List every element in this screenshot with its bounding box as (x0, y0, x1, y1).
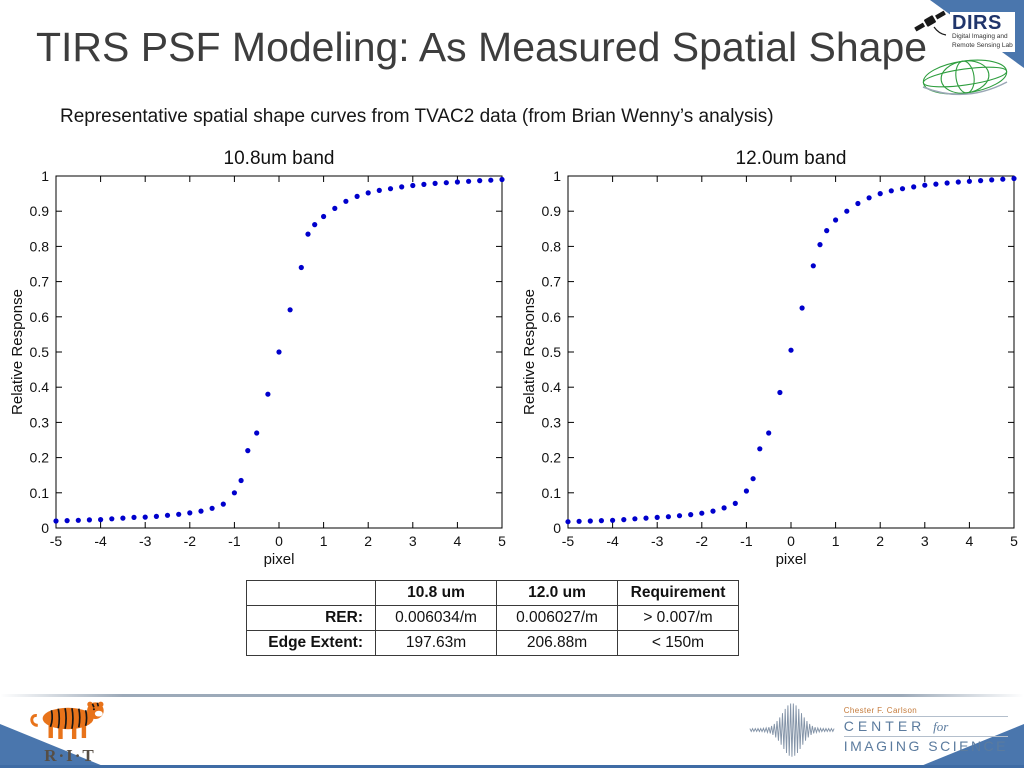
row-label-rer: RER: (246, 605, 376, 631)
x-tick-label: 3 (409, 533, 417, 549)
y-axis-label: Relative Response (521, 289, 538, 415)
y-tick-label: 0.2 (30, 450, 50, 466)
x-axis-label: pixel (776, 551, 807, 568)
x-tick-label: -1 (740, 533, 753, 549)
bottom-edge-bar (0, 765, 1024, 768)
table-header-12-0um: 12.0 um (496, 580, 618, 606)
y-tick-label: 0.7 (542, 274, 562, 290)
rit-tiger-icon (30, 701, 104, 739)
x-tick-label: 5 (1010, 533, 1018, 549)
y-tick-label: 0.8 (30, 238, 50, 254)
satellite-icon (914, 10, 947, 36)
x-tick-label: 2 (364, 533, 372, 549)
cis-center-word: CENTER (843, 718, 926, 734)
y-tick-label: 0.6 (542, 309, 562, 325)
x-tick-label: -4 (606, 533, 619, 549)
y-tick-label: 1 (553, 168, 561, 184)
table-corner-cell (246, 580, 376, 606)
rit-wordmark: R·I·T (44, 746, 96, 765)
y-tick-label: 0 (41, 520, 49, 536)
rer-requirement: > 0.007/m (617, 605, 739, 631)
y-tick-label: 0.5 (30, 344, 50, 360)
y-tick-label: 0.6 (30, 309, 50, 325)
dirs-subtitle-line2: Remote Sensing Lab (952, 41, 1013, 49)
edge-extent-value-12-0um: 206.88m (496, 630, 618, 656)
y-axis-label: Relative Response (9, 289, 26, 415)
cis-carlson-label: Chester F. Carlson (843, 706, 918, 715)
rit-logo: R·I·T (24, 696, 116, 766)
slide-subtitle: Representative spatial shape curves from… (60, 106, 774, 127)
y-tick-label: 0.1 (30, 485, 50, 501)
y-tick-label: 0.9 (30, 203, 50, 219)
y-tick-label: 1 (41, 168, 49, 184)
cis-logo: Chester F. Carlson CENTER for IMAGING SC… (745, 700, 1008, 760)
x-tick-label: 0 (275, 533, 283, 549)
data-points (53, 176, 505, 524)
x-tick-label: -2 (184, 533, 197, 549)
chart-title: 10.8um band (224, 148, 335, 169)
dirs-subtitle-line1: Digital Imaging and (952, 33, 1008, 40)
dirs-wordmark: DIRS (952, 12, 1002, 34)
x-tick-label: 3 (921, 533, 929, 549)
table-row-edge-extent: Edge Extent: 197.63m 206.88m < 150m (246, 630, 739, 656)
chart-svg: 12.0um band -5 -4 -3 -2 -1 0 1 2 3 4 5 0 0.1 0.2 0.3 0.4… (521, 148, 1018, 568)
cis-text-block: Chester F. Carlson CENTER for IMAGING SC… (843, 706, 1008, 754)
y-tick-label: 0.5 (542, 344, 562, 360)
y-tick-label: 0.8 (542, 238, 562, 254)
rer-value-12-0um: 0.006027/m (496, 605, 618, 631)
edge-extent-requirement: < 150m (617, 630, 739, 656)
table-header-requirement: Requirement (617, 580, 739, 606)
chart-title: 12.0um band (736, 148, 847, 169)
x-tick-label: -4 (94, 533, 107, 549)
x-tick-label: -3 (651, 533, 664, 549)
cis-imaging-science-label: IMAGING SCIENCE (843, 738, 1008, 754)
y-tick-label: 0.2 (542, 450, 562, 466)
data-points (565, 175, 1017, 525)
x-tick-label: 1 (320, 533, 328, 549)
x-tick-label: 4 (454, 533, 462, 549)
cis-for-word: for (933, 719, 949, 734)
footer-divider-line (0, 694, 1024, 697)
results-table: 10.8 um 12.0 um Requirement RER: 0.00603… (246, 580, 739, 656)
globe-icon (922, 59, 1008, 96)
x-tick-label: 5 (498, 533, 506, 549)
y-tick-label: 0.4 (542, 379, 562, 395)
tick-marks (55, 175, 503, 529)
x-tick-label: -5 (50, 533, 63, 549)
y-tick-label: 0.1 (542, 485, 562, 501)
rer-value-10-8um: 0.006034/m (375, 605, 497, 631)
y-tick-label: 0.3 (542, 414, 562, 430)
cis-center-label: CENTER for (843, 716, 1008, 737)
table-row-rer: RER: 0.006034/m 0.006027/m > 0.007/m (246, 605, 739, 631)
x-tick-label: 2 (876, 533, 884, 549)
y-tick-label: 0.9 (542, 203, 562, 219)
x-tick-label: 0 (787, 533, 795, 549)
edge-extent-value-10-8um: 197.63m (375, 630, 497, 656)
x-tick-label: 1 (832, 533, 840, 549)
slide-title: TIRS PSF Modeling: As Measured Spatial S… (36, 24, 928, 70)
y-tick-label: 0.3 (30, 414, 50, 430)
dirs-logo: DIRS Digital Imaging and Remote Sensing … (912, 8, 1018, 100)
y-tick-label: 0.7 (30, 274, 50, 290)
x-tick-label: -5 (562, 533, 575, 549)
row-label-edge-extent: Edge Extent: (246, 630, 376, 656)
x-axis-label: pixel (264, 551, 295, 568)
chart-svg: 10.8um band -5 -4 -3 -2 -1 0 1 2 3 4 5 0 0.1 0.2 0.3 0.4… (9, 148, 506, 568)
y-tick-label: 0 (553, 520, 561, 536)
x-tick-label: 4 (966, 533, 974, 549)
dirs-wordmark-block: DIRS Digital Imaging and Remote Sensing … (950, 12, 1015, 52)
table-header-10-8um: 10.8 um (375, 580, 497, 606)
y-tick-label: 0.4 (30, 379, 50, 395)
chart-10-8um-band: 10.8um band -5 -4 -3 -2 -1 0 1 2 3 4 5 0 0.1 0.2 0.3 0.4… (8, 146, 508, 576)
chart-12-0um-band: 12.0um band -5 -4 -3 -2 -1 0 1 2 3 4 5 0 0.1 0.2 0.3 0.4… (520, 146, 1020, 576)
table-header-row: 10.8 um 12.0 um Requirement (246, 580, 739, 606)
x-tick-label: -2 (696, 533, 709, 549)
x-tick-label: -3 (139, 533, 152, 549)
x-tick-label: -1 (228, 533, 241, 549)
waveform-icon (749, 703, 835, 757)
